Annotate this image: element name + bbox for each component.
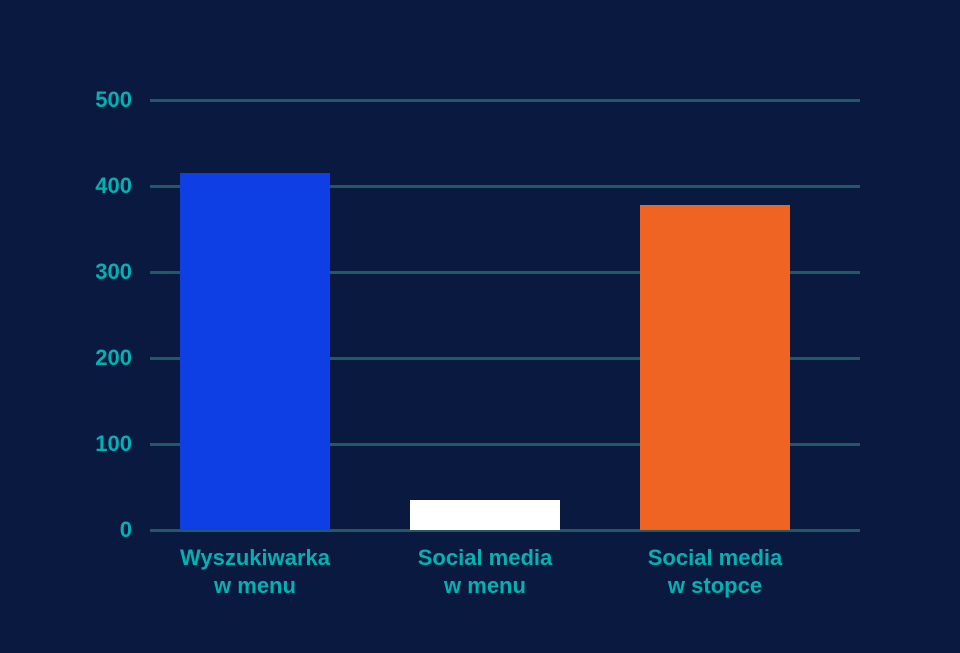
ytick-label: 100 — [95, 431, 132, 457]
bar-chart: 0100200300400500Wyszukiwarka w menuSocia… — [150, 100, 860, 530]
gridline — [150, 99, 860, 102]
bar — [410, 500, 560, 530]
x-axis-label: Wyszukiwarka w menu — [180, 544, 330, 599]
ytick-label: 500 — [95, 87, 132, 113]
ytick-label: 400 — [95, 173, 132, 199]
bar — [180, 173, 330, 530]
bar — [640, 205, 790, 530]
ytick-label: 300 — [95, 259, 132, 285]
x-axis-label: Social media w menu — [418, 544, 553, 599]
ytick-label: 0 — [120, 517, 132, 543]
x-axis-label: Social media w stopce — [648, 544, 783, 599]
ytick-label: 200 — [95, 345, 132, 371]
